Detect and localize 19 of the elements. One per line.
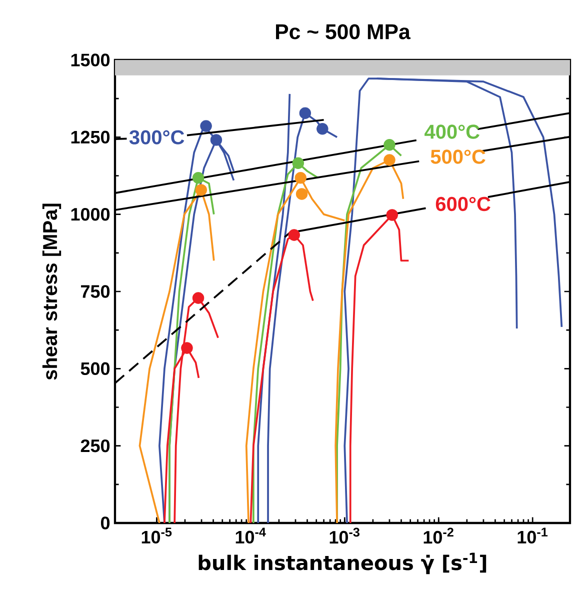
chart-title: Pc ~ 500 MPa: [276, 24, 410, 40]
series-label: 300°C: [129, 130, 184, 144]
y-tick-label: 0: [100, 516, 110, 530]
x-tick-label: 10$^{-5}$: [142, 528, 172, 544]
y-tick-label: 250: [80, 439, 110, 452]
y-tick-label: 1000: [71, 208, 110, 221]
x-tick-label: 10$^{-1}$: [518, 528, 548, 544]
y-axis-title: shear stress [MPa]: [42, 204, 62, 380]
series-label: 600°C: [436, 196, 490, 212]
x-tick-label: 10$^{-4}$: [236, 528, 266, 544]
series-label: 500°C: [430, 150, 486, 164]
y-tick-label: 1250: [71, 130, 110, 144]
x-tick-label: 10$^{-2}$: [424, 528, 454, 544]
y-tick-label: 750: [81, 285, 110, 298]
series-label: 400°C: [424, 124, 480, 139]
x-tick-label: 10$^{-3}$: [330, 528, 360, 544]
x-axis-title: bulk instantaneous γ̇ [s$^{-1}$]: [198, 552, 486, 574]
y-tick-label: 1500: [71, 54, 110, 66]
y-tick-label: 500: [80, 362, 110, 376]
